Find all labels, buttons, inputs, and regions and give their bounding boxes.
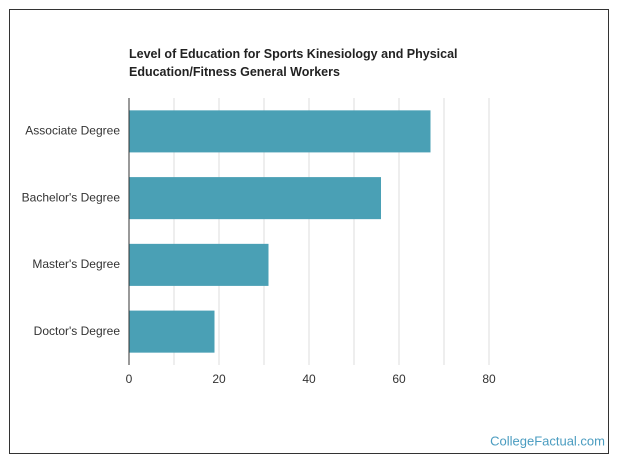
y-tick-label: Doctor's Degree (34, 324, 121, 338)
chart-title: Level of Education for Sports Kinesiolog… (129, 47, 458, 79)
chart-frame (9, 9, 609, 454)
y-tick-label: Associate Degree (25, 124, 120, 138)
x-tick-label: 40 (302, 372, 316, 386)
source-credit: CollegeFactual.com (490, 433, 605, 448)
bar (129, 310, 215, 353)
x-tick-label: 80 (482, 372, 496, 386)
x-tick-label: 20 (212, 372, 226, 386)
bar (129, 110, 431, 153)
x-tick-label: 0 (126, 372, 133, 386)
bar (129, 243, 269, 286)
y-tick-label: Master's Degree (32, 257, 120, 271)
y-tick-label: Bachelor's Degree (22, 190, 121, 204)
bar (129, 177, 381, 220)
x-tick-label: 60 (392, 372, 406, 386)
